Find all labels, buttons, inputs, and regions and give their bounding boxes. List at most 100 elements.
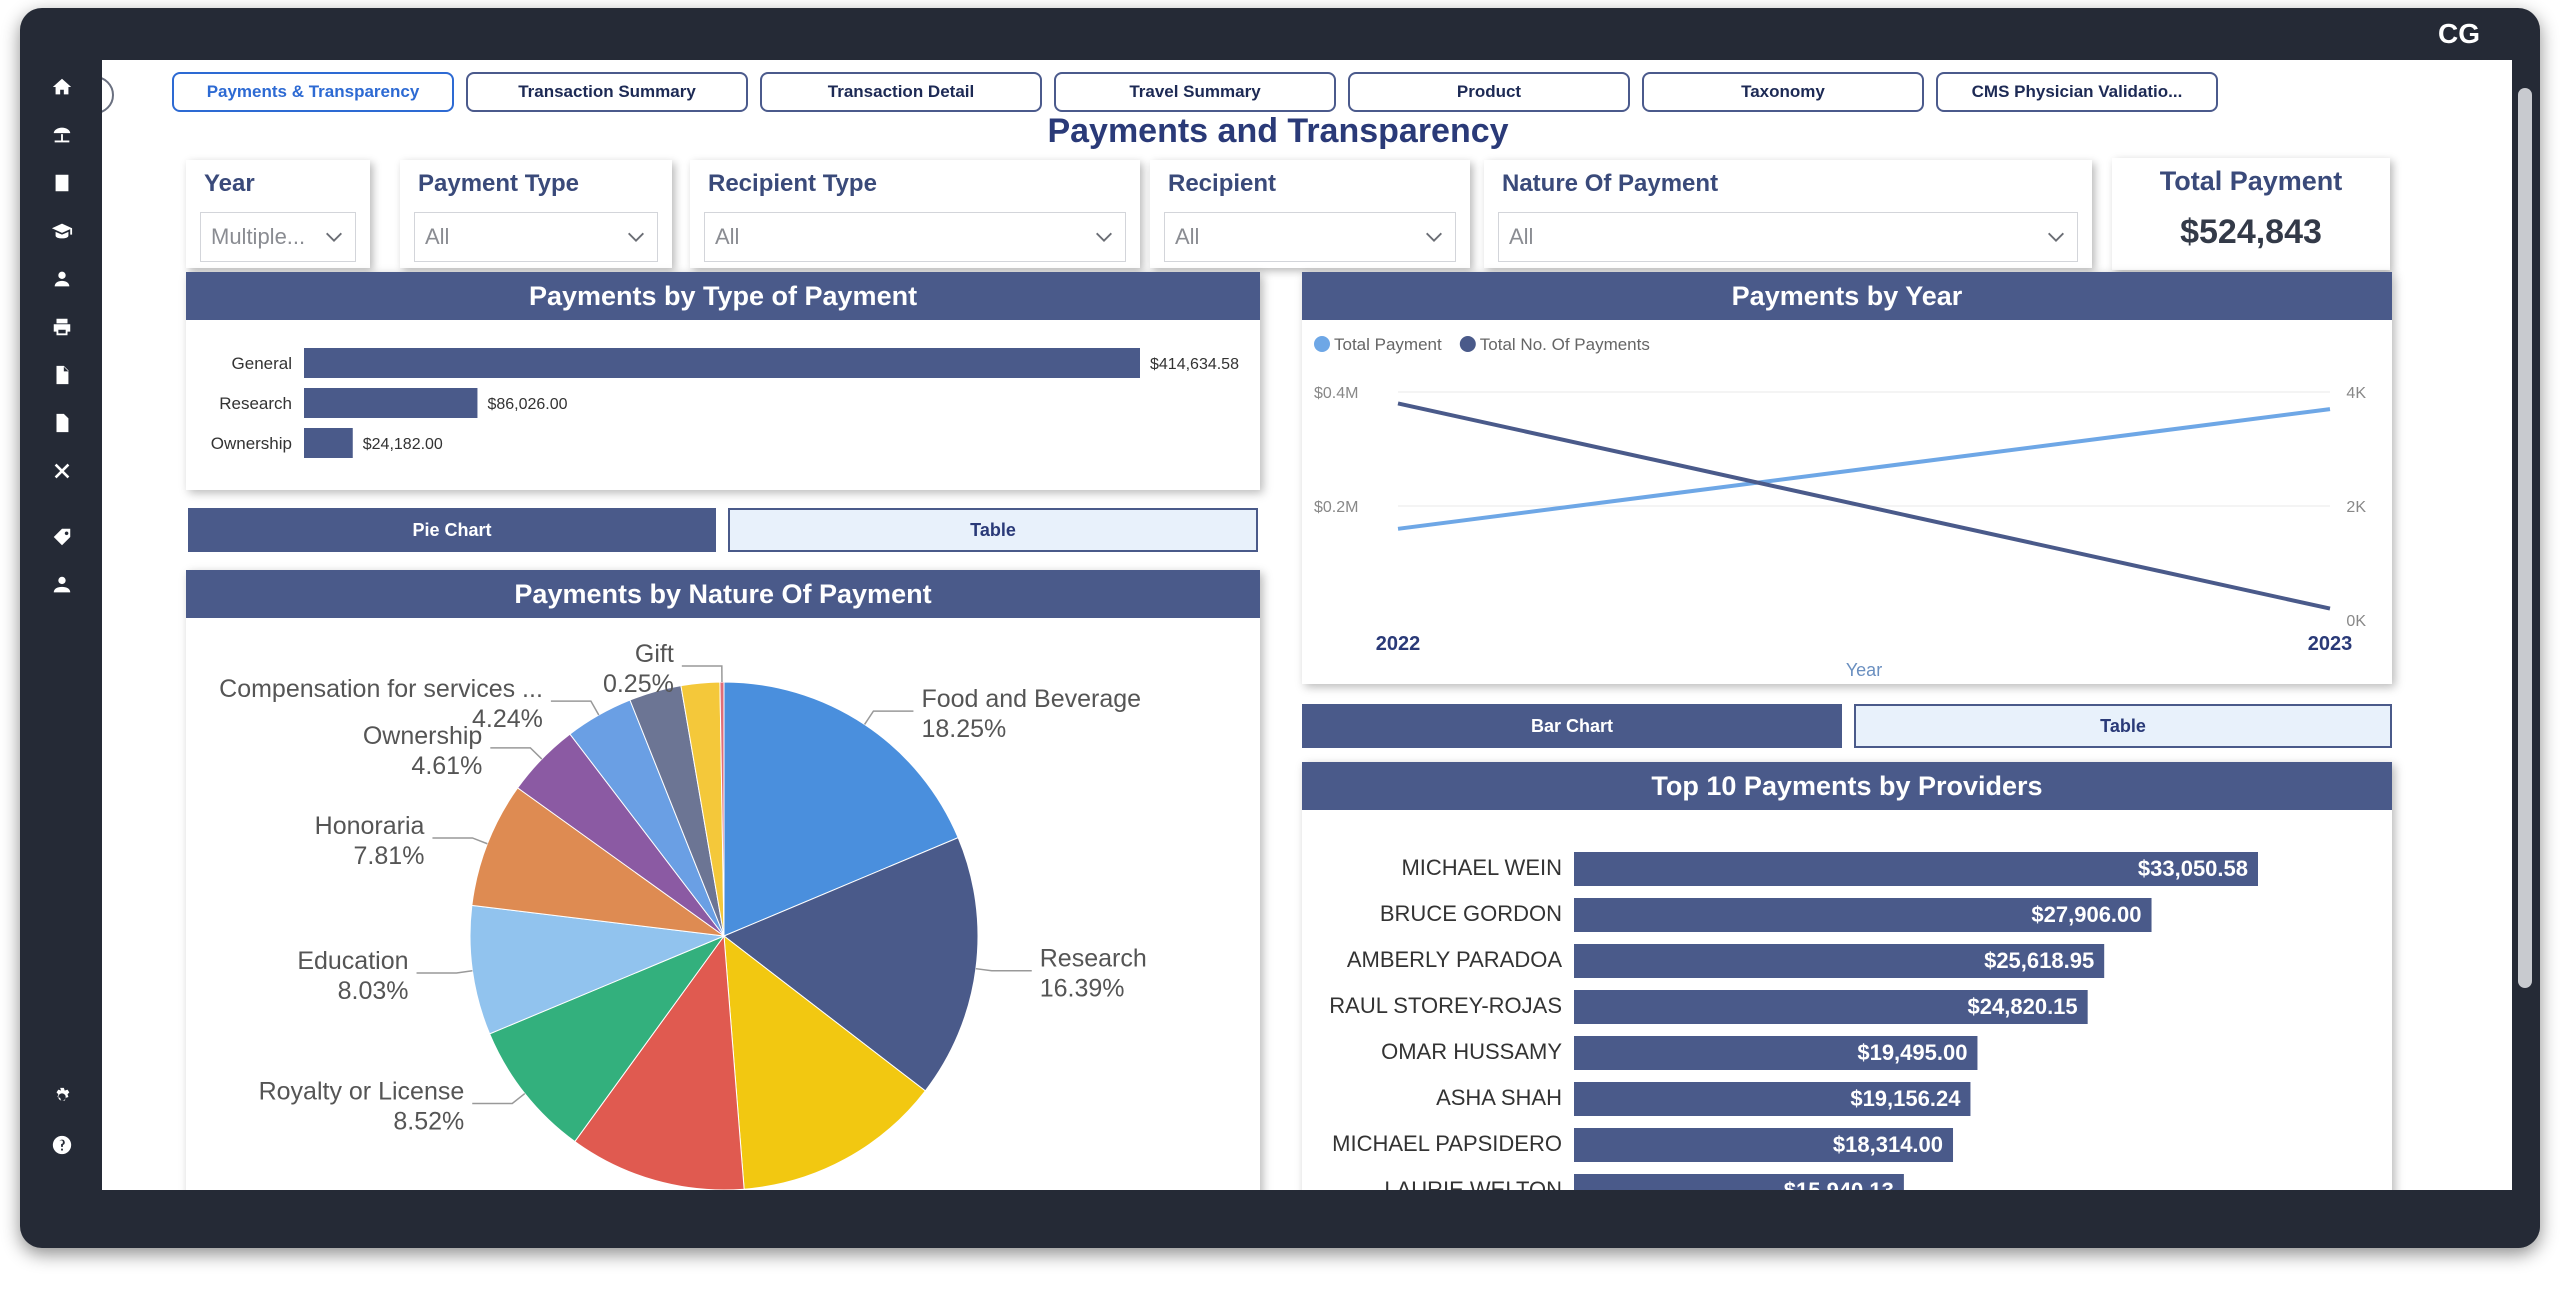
page-tabs: Payments & Transparency Transaction Summ… [172,72,2218,112]
person-icon[interactable] [45,262,79,296]
settings-icon[interactable] [45,1080,79,1114]
pie-slice [723,836,979,1092]
data-label: $24,182.00 [363,436,443,453]
graduation-icon[interactable] [45,214,79,248]
bottom-bar [100,1190,2540,1248]
bar [304,388,478,418]
tab-taxonomy[interactable]: Taxonomy [1642,72,1924,112]
home-icon[interactable] [45,70,79,104]
slice-percent: 0.25% [603,670,674,698]
bar [1574,1128,1954,1162]
tab-transaction-detail[interactable]: Transaction Detail [760,72,1042,112]
user-group-icon[interactable] [45,568,79,602]
slice-label: Food and Beverage [921,685,1141,713]
category-label: RAUL STOREY-ROJAS [1329,993,1562,1018]
x-axis-title: Year [1846,660,1882,680]
bar [304,348,1140,378]
year-dropdown[interactable]: Multiple... [200,212,356,262]
y-tick-label: $0.4M [1314,385,1358,402]
bar [1574,852,2258,886]
bar [1574,1036,1978,1070]
category-label: ASHA SHAH [1436,1085,1562,1110]
recipient-type-dropdown[interactable]: All [704,212,1126,262]
chevron-down-icon [1426,232,1442,242]
recipient-dropdown[interactable]: All [1164,212,1456,262]
data-label: $19,495.00 [1857,1040,1967,1065]
chevron-down-icon [326,232,342,242]
legend-label: Total Payment [1334,335,1442,354]
tab-travel-summary[interactable]: Travel Summary [1054,72,1336,112]
scrollbar[interactable] [2518,88,2532,988]
payment-type-dropdown[interactable]: All [414,212,658,262]
x-tick-label: 2022 [1376,633,1421,655]
year-chart-card: Payments by Year Total Payment Total No. … [1302,272,2392,684]
beach-icon[interactable] [45,118,79,152]
nav-expand-button[interactable]: › [102,76,114,114]
year-slicer-label: Year [204,170,255,197]
recipient-type-slicer: Recipient Type All [690,160,1140,268]
app-window: CG Payments & Transparency Transaction S… [20,8,2540,1248]
tab-cms-physician-validation[interactable]: CMS Physician Validatio... [1936,72,2218,112]
recipient-dropdown-value: All [1175,224,1200,249]
type-chart-title: Payments by Type of Payment [186,272,1260,320]
bar-chart-toggle[interactable]: Bar Chart [1302,704,1842,748]
pie-slice [723,934,927,1190]
tools-icon[interactable] [45,454,79,488]
payment-type-slicer-label: Payment Type [418,170,579,197]
leader-line [472,1093,526,1105]
slice-percent: 7.81% [354,842,425,870]
payment-type-slicer: Payment Type All [400,160,672,268]
user-initials[interactable]: CG [2438,18,2480,49]
data-label: $414,634.58 [1150,356,1239,373]
chevron-down-icon [2048,232,2064,242]
data-label: $86,026.00 [487,396,567,413]
data-label: $19,156.24 [1850,1086,1961,1111]
recipient-type-dropdown-value: All [715,224,740,249]
slice-label: Royalty or License [259,1078,465,1106]
slice-label: Honoraria [315,812,425,840]
category-label: Research [219,394,292,413]
providers-bar-chart: MICHAEL WEIN $33,050.58 BRUCE GORDON $27,90… [1329,852,2258,1190]
bar [1574,898,2152,932]
nature-of-payment-dropdown-value: All [1509,224,1534,249]
leader-line [975,967,1032,972]
chevron-down-icon [1096,232,1112,242]
type-chart-card: Payments by Type of Payment General $414,… [186,272,1260,490]
data-label: $27,906.00 [2031,902,2141,927]
tab-payments-transparency[interactable]: Payments & Transparency [172,72,454,112]
leader-line [681,665,723,683]
recipient-slicer: Recipient All [1150,160,1470,268]
help-icon[interactable] [45,1128,79,1162]
nature-of-payment-dropdown[interactable]: All [1498,212,2078,262]
ledger-icon[interactable] [45,166,79,200]
bar [304,428,353,458]
nature-of-payment-slicer-label: Nature Of Payment [1502,170,1719,197]
slice-label: Gift [635,640,674,668]
category-label: BRUCE GORDON [1380,901,1562,926]
y2-tick-label: 4K [2346,385,2366,402]
leader-line [416,970,473,974]
nature-chart-title: Payments by Nature Of Payment [186,570,1260,618]
category-label: AMBERLY PARADOA [1347,947,1563,972]
print-icon[interactable] [45,310,79,344]
pie-chart-toggle[interactable]: Pie Chart [188,508,716,552]
series-line [1397,407,2331,531]
year-table-toggle[interactable]: Table [1854,704,2392,748]
nature-of-payment-slicer: Nature Of Payment All [1484,160,2092,268]
tab-product[interactable]: Product [1348,72,1630,112]
x-tick-label: 2023 [2308,633,2353,655]
category-label: Ownership [211,434,292,453]
legend-marker [1314,336,1330,352]
slice-percent: 8.52% [393,1108,464,1136]
leader-line [432,837,488,845]
tab-transaction-summary[interactable]: Transaction Summary [466,72,748,112]
table-toggle[interactable]: Table [728,508,1258,552]
tag-icon[interactable] [45,520,79,554]
bar [1574,1082,1971,1116]
file-icon[interactable] [45,406,79,440]
document-icon[interactable] [45,358,79,392]
data-label: $18,314.00 [1833,1132,1943,1157]
chevron-down-icon [628,232,644,242]
slice-label: Ownership [363,722,483,750]
